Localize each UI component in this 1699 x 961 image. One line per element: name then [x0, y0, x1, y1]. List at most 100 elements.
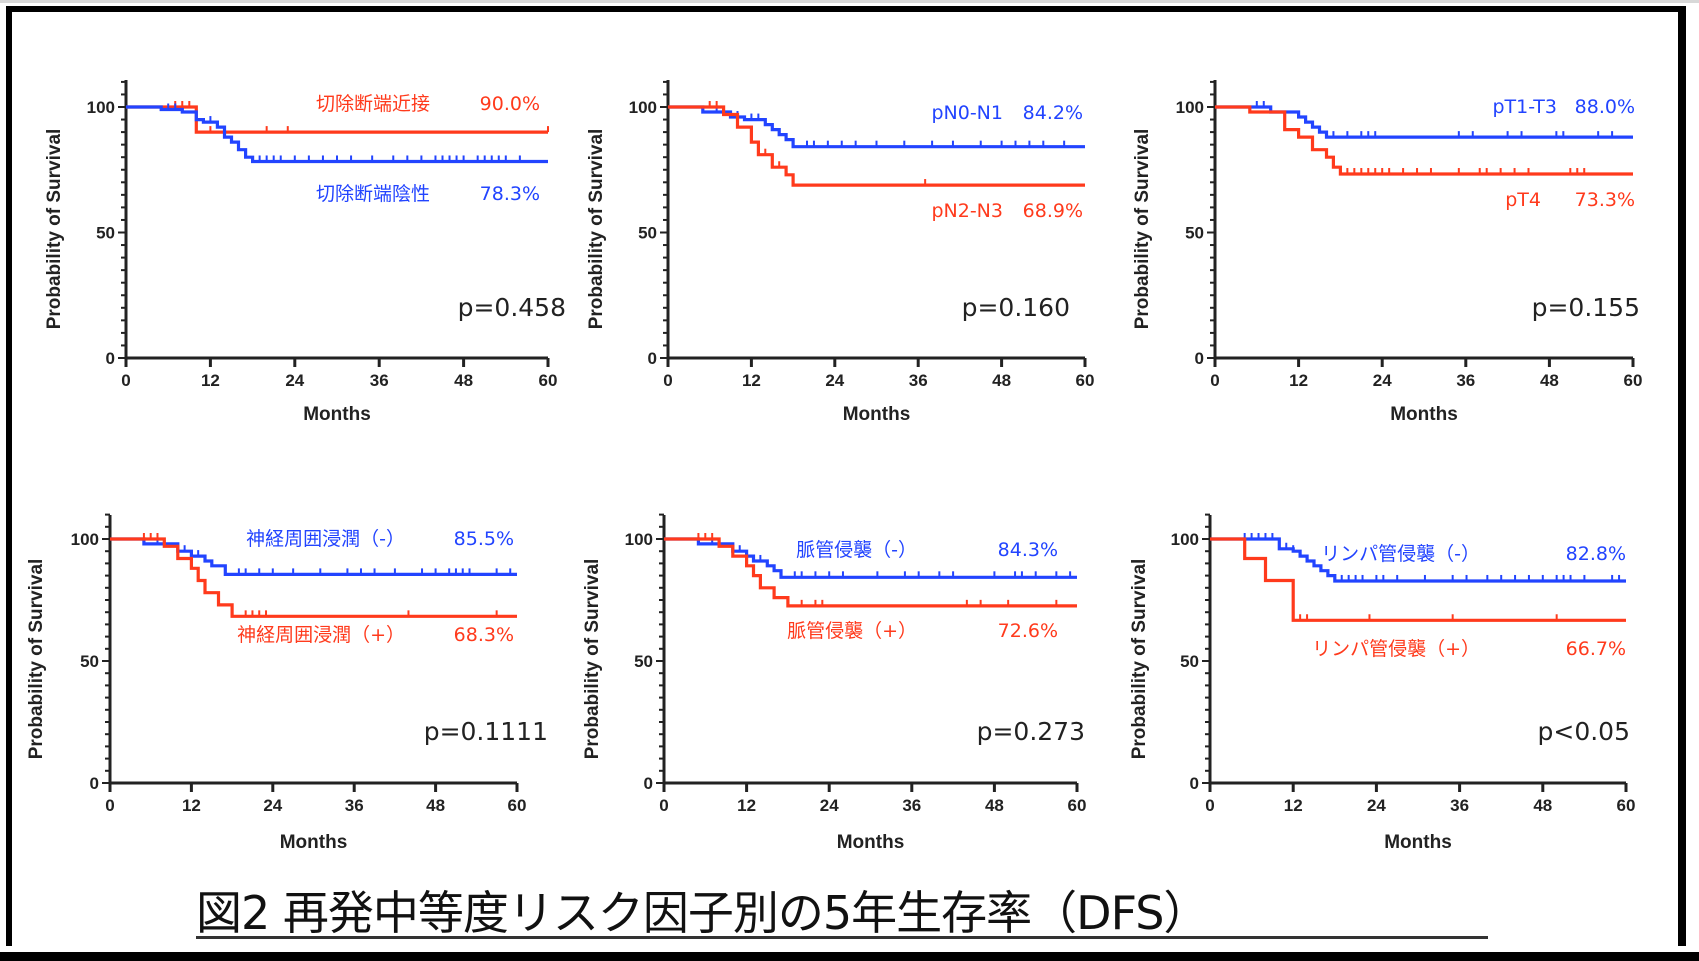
y-axis-title: Probability of Survival [582, 559, 603, 760]
legend-survival-rate: 68.9% [1023, 200, 1083, 222]
x-axis-title: Months [1390, 404, 1458, 425]
x-tick-label: 36 [1450, 796, 1469, 815]
y-tick-label: 50 [80, 652, 99, 671]
x-tick-label: 24 [825, 371, 844, 390]
p-value-label: p=0.160 [962, 293, 1070, 322]
figure-title: 図2 再発中等度リスク因子別の5年生存率（DFS） [196, 886, 1209, 940]
y-tick-label: 100 [625, 530, 653, 549]
legend-group-name: 神経周囲浸潤（+） [237, 624, 405, 646]
km-chart-panel: 0 12 24 36 48 60 0 50 100 Probability of Survival… [26, 513, 548, 853]
km-chart-panel: 0 12 24 36 48 60 0 50 100 Probability of Survival… [44, 80, 566, 425]
y-tick-label: 0 [1190, 774, 1199, 793]
legend-group-name: pT1-T3 [1492, 96, 1557, 118]
x-tick-label: 0 [105, 796, 114, 815]
y-tick-label: 50 [638, 224, 657, 243]
km-chart-panel: 0 12 24 36 48 60 0 50 100 Probability of Survival… [1132, 80, 1642, 425]
legend-survival-rate: 84.3% [998, 539, 1058, 561]
km-chart-panel: 0 12 24 36 48 60 0 50 100 Probability of Survival… [582, 513, 1087, 853]
legend-group-name: 脈管侵襲（+） [787, 620, 917, 642]
x-axis-title: Months [837, 832, 905, 853]
y-tick-label: 100 [1171, 530, 1199, 549]
x-tick-label: 12 [1289, 371, 1308, 390]
y-tick-label: 0 [648, 349, 657, 368]
y-axis-title: Probability of Survival [1129, 559, 1150, 760]
x-tick-label: 60 [539, 371, 558, 390]
x-tick-label: 48 [426, 796, 445, 815]
x-tick-label: 0 [1205, 796, 1214, 815]
survival-curve-red [1210, 537, 1626, 622]
x-axis-title: Months [303, 404, 371, 425]
x-tick-label: 0 [663, 371, 672, 390]
x-tick-label: 36 [1456, 371, 1475, 390]
legend-survival-rate: 72.6% [998, 620, 1058, 642]
top-edge-line [0, 0, 1699, 3]
figure-frame [6, 6, 1686, 946]
legend-group-name: pN2-N3 [931, 200, 1003, 222]
x-tick-label: 24 [263, 796, 282, 815]
p-value-label: p=0.458 [458, 293, 566, 322]
y-tick-label: 50 [96, 224, 115, 243]
y-tick-label: 50 [1180, 652, 1199, 671]
x-tick-label: 12 [742, 371, 761, 390]
survival-curve-red [664, 537, 1077, 608]
legend-survival-rate: 73.3% [1575, 189, 1635, 211]
x-tick-label: 48 [1533, 796, 1552, 815]
x-tick-label: 60 [1617, 796, 1636, 815]
legend-group-name: リンパ管侵襲（+） [1312, 638, 1480, 660]
survival-curve-blue [668, 105, 1085, 149]
x-tick-label: 24 [285, 371, 304, 390]
legend-survival-rate: 88.0% [1575, 96, 1635, 118]
legend-group-name: リンパ管侵襲（-） [1321, 543, 1480, 565]
x-tick-label: 36 [909, 371, 928, 390]
legend-survival-rate: 82.8% [1566, 543, 1626, 565]
bottom-border-band [0, 952, 1699, 961]
legend-group-name: 切除断端近接 [316, 93, 430, 115]
legend-group-name: pT4 [1505, 189, 1541, 211]
legend-survival-rate: 84.2% [1023, 102, 1083, 124]
y-tick-label: 50 [634, 652, 653, 671]
x-tick-label: 12 [182, 796, 201, 815]
y-tick-label: 0 [1195, 349, 1204, 368]
legend-survival-rate: 68.3% [454, 624, 514, 646]
survival-curve-blue [664, 537, 1077, 579]
x-tick-label: 60 [508, 796, 527, 815]
y-tick-label: 100 [629, 98, 657, 117]
x-tick-label: 48 [992, 371, 1011, 390]
legend-survival-rate: 66.7% [1566, 638, 1626, 660]
survival-curve-red [668, 105, 1085, 187]
y-tick-label: 100 [87, 98, 115, 117]
y-axis-title: Probability of Survival [586, 129, 607, 330]
x-tick-label: 24 [820, 796, 839, 815]
x-tick-label: 36 [370, 371, 389, 390]
x-tick-label: 12 [1284, 796, 1303, 815]
x-tick-label: 12 [737, 796, 756, 815]
survival-curve-blue [110, 537, 517, 577]
x-tick-label: 36 [902, 796, 921, 815]
x-tick-label: 60 [1624, 371, 1643, 390]
y-tick-label: 0 [644, 774, 653, 793]
km-chart-panel: 0 12 24 36 48 60 0 50 100 Probability of Survival… [586, 80, 1094, 425]
y-axis-title: Probability of Survival [1132, 129, 1153, 330]
legend-group-name: pN0-N1 [931, 102, 1003, 124]
y-axis-title: Probability of Survival [44, 129, 65, 330]
survival-curve-blue [1210, 537, 1626, 583]
x-tick-label: 12 [201, 371, 220, 390]
y-tick-label: 100 [1176, 98, 1204, 117]
survival-curve-red [110, 537, 517, 618]
legend-group-name: 神経周囲浸潤（-） [246, 528, 405, 550]
legend-survival-rate: 78.3% [480, 183, 540, 205]
x-tick-label: 24 [1373, 371, 1392, 390]
p-value-label: p=0.273 [977, 717, 1085, 746]
x-tick-label: 60 [1068, 796, 1087, 815]
legend-group-name: 脈管侵襲（-） [796, 539, 917, 561]
x-tick-label: 0 [121, 371, 130, 390]
x-axis-title: Months [843, 404, 911, 425]
y-axis-title: Probability of Survival [26, 559, 47, 760]
p-value-label: p=0.1111 [424, 717, 548, 746]
y-tick-label: 50 [1185, 224, 1204, 243]
x-axis-title: Months [280, 832, 348, 853]
legend-survival-rate: 90.0% [480, 93, 540, 115]
p-value-label: p<0.05 [1538, 717, 1630, 746]
y-tick-label: 100 [71, 530, 99, 549]
